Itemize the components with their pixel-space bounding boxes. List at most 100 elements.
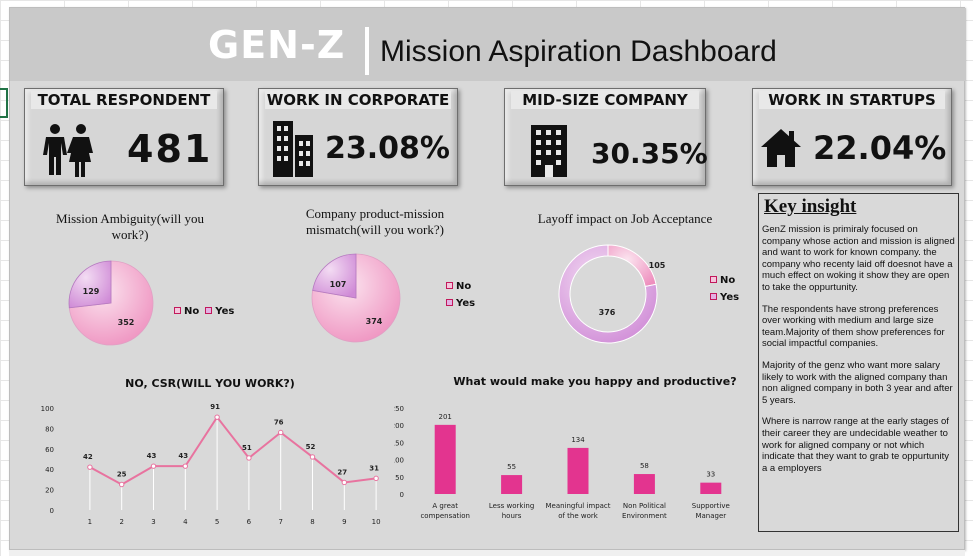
insight-paragraph: GenZ mission is primiraly focused on com… (762, 224, 955, 293)
line-point[interactable] (373, 475, 379, 482)
brand-title: GEN-Z (208, 23, 346, 67)
line-point[interactable] (246, 455, 252, 461)
chart-title-product-mismatch: Company product-mission mismatch(will yo… (305, 206, 445, 237)
bar-data-label: 55 (507, 463, 516, 471)
kpi-work-in-corporate[interactable]: WORK IN CORPORATE 23.08% (258, 88, 458, 186)
legend-label: Yes (215, 306, 235, 317)
legend-item-no: No (710, 272, 739, 289)
line-data-label: 91 (210, 403, 220, 411)
bar[interactable] (633, 474, 655, 494)
bar[interactable] (567, 447, 589, 494)
csr-line-series[interactable] (89, 415, 377, 486)
line-point[interactable] (87, 464, 93, 470)
doughnut-data-label-yes: 376 (599, 308, 616, 317)
csr-line-chart[interactable]: 0 20 40 60 80 100 42 1 25 2 43 3 43 4 91 5 51 6 76 7 52 8 27 9 3… (24, 392, 394, 527)
key-insight-title: Key insight (764, 196, 857, 217)
category-label: Less working (489, 502, 534, 510)
x-tick-label: 9 (342, 518, 346, 526)
y-tick-label: 200 (394, 422, 404, 430)
kpi-value: 30.35% (591, 137, 708, 170)
chart-title-happy-productive: What would make you happy and productive… (453, 375, 737, 388)
category-label: Environment (622, 512, 667, 520)
kpi-label: WORK IN CORPORATE (265, 91, 451, 109)
people-icon (43, 124, 93, 177)
insight-paragraph: The respondents have strong preferences … (762, 303, 945, 350)
donut-legend: No Yes (710, 272, 739, 306)
pie-slice-yes[interactable] (68, 260, 112, 309)
line-point[interactable] (214, 414, 220, 420)
x-tick-label: 10 (372, 518, 381, 526)
sheet-bottom-strip (9, 550, 965, 556)
legend-label: No (720, 275, 736, 286)
insight-paragraph: Where is narrow range at the early stage… (762, 416, 949, 474)
pie1-legend: No Yes (174, 306, 240, 317)
x-tick-label: 4 (183, 518, 188, 526)
legend-swatch-no (710, 276, 717, 283)
line-point[interactable] (182, 463, 189, 469)
line-data-label: 43 (178, 452, 188, 460)
legend-swatch-yes (205, 307, 213, 314)
line-point[interactable] (150, 463, 157, 469)
pie-data-label-no: 352 (118, 318, 135, 327)
building-icon (531, 125, 567, 177)
y-tick-label: 80 (45, 425, 54, 433)
legend-label: No (184, 306, 200, 317)
category-label: compensation (420, 512, 469, 520)
line-point[interactable] (341, 479, 347, 486)
line-data-label: 43 (147, 452, 157, 460)
kpi-value: 22.04% (813, 129, 947, 167)
bar[interactable] (434, 424, 456, 494)
x-tick-label: 5 (215, 518, 219, 526)
y-tick-label: 50 (395, 474, 404, 482)
kpi-mid-size-company[interactable]: MID-SIZE COMPANY 30.35% (504, 88, 708, 186)
category-label: Supportive (692, 502, 730, 510)
legend-label: No (456, 281, 472, 292)
category-label: of the work (558, 512, 599, 520)
kpi-label: TOTAL RESPONDENT (31, 91, 217, 109)
line-point[interactable] (309, 454, 316, 460)
category-label: Manager (695, 512, 726, 520)
product-mismatch-pie[interactable]: 374 107 (310, 252, 402, 344)
chart-title-mission-ambiguity: Mission Ambiguity(will you work?) (55, 211, 205, 242)
legend-item-no: No (174, 306, 199, 317)
legend-swatch-no (446, 282, 453, 289)
line-point[interactable] (119, 481, 125, 488)
category-label: Meaningful impact (545, 502, 610, 510)
legend-item-yes: Yes (446, 295, 475, 312)
bar[interactable] (501, 475, 523, 494)
office-buildings-icon (273, 121, 313, 177)
legend-item-no: No (446, 278, 475, 295)
line-data-label: 76 (274, 418, 284, 426)
x-tick-label: 8 (310, 518, 314, 526)
bar-data-label: 201 (439, 413, 452, 421)
y-tick-label: 250 (394, 405, 404, 413)
x-tick-label: 1 (88, 518, 92, 526)
doughnut-segment-yes[interactable] (558, 244, 658, 344)
category-label: Non Political (623, 502, 666, 510)
pie2-legend: No Yes (446, 278, 475, 312)
pie-slice-yes[interactable] (312, 253, 357, 299)
category-label: hours (502, 512, 522, 520)
line-point[interactable] (278, 429, 284, 436)
legend-item-yes: Yes (710, 289, 739, 306)
kpi-work-in-startups[interactable]: WORK IN STARTUPS 22.04% (752, 88, 952, 186)
line-data-label: 25 (117, 471, 127, 479)
mission-ambiguity-pie[interactable]: 352 129 (66, 258, 156, 348)
title-divider (365, 27, 369, 75)
chart-title-csr: NO, CSR(WILL YOU WORK?) (125, 377, 295, 390)
chart-title-layoff-impact: Layoff impact on Job Acceptance (537, 211, 713, 226)
selected-cell[interactable] (0, 88, 8, 118)
kpi-value: 23.08% (325, 131, 450, 166)
dashboard-subtitle: Mission Aspiration Dashboard (380, 35, 777, 68)
layoff-impact-doughnut[interactable]: 105 376 (550, 236, 666, 352)
kpi-total-respondent[interactable]: TOTAL RESPONDENT 481 (24, 88, 224, 186)
category-label: A great (432, 502, 458, 510)
line-data-label: 42 (83, 453, 93, 461)
insight-paragraph: Majority of the genz who want more salar… (762, 359, 953, 406)
pie-data-label-yes: 107 (330, 280, 347, 289)
bar[interactable] (700, 482, 722, 494)
line-data-label: 51 (242, 444, 252, 452)
happy-productive-bar-chart[interactable]: 0 50 100 150 200 250 201 A great compensation 55 L… (394, 392, 756, 527)
bar-data-label: 134 (571, 436, 585, 444)
